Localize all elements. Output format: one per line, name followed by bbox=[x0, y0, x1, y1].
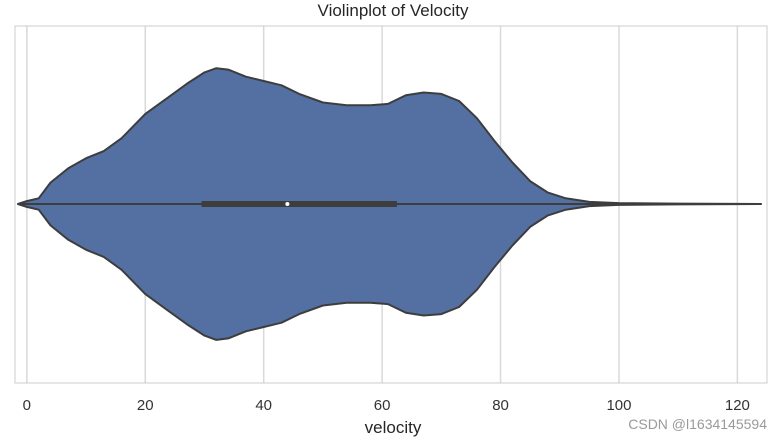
x-axis-label: velocity bbox=[365, 418, 422, 437]
x-tick-label: 120 bbox=[725, 397, 750, 414]
x-tick-label: 40 bbox=[255, 397, 272, 414]
box-layer bbox=[17, 201, 762, 207]
watermark: CSDN @l1634145594 bbox=[628, 416, 767, 432]
x-tick-label: 0 bbox=[23, 397, 31, 414]
median-marker bbox=[285, 202, 290, 206]
x-tick-label: 60 bbox=[374, 397, 391, 414]
chart-title: Violinplot of Velocity bbox=[318, 1, 469, 20]
x-tick-label: 80 bbox=[492, 397, 509, 414]
x-tick-labels: 0 20 40 60 80 100 120 bbox=[23, 397, 750, 414]
x-tick-label: 100 bbox=[606, 397, 631, 414]
plot-frame bbox=[14, 25, 768, 384]
x-tick-label: 20 bbox=[137, 397, 154, 414]
